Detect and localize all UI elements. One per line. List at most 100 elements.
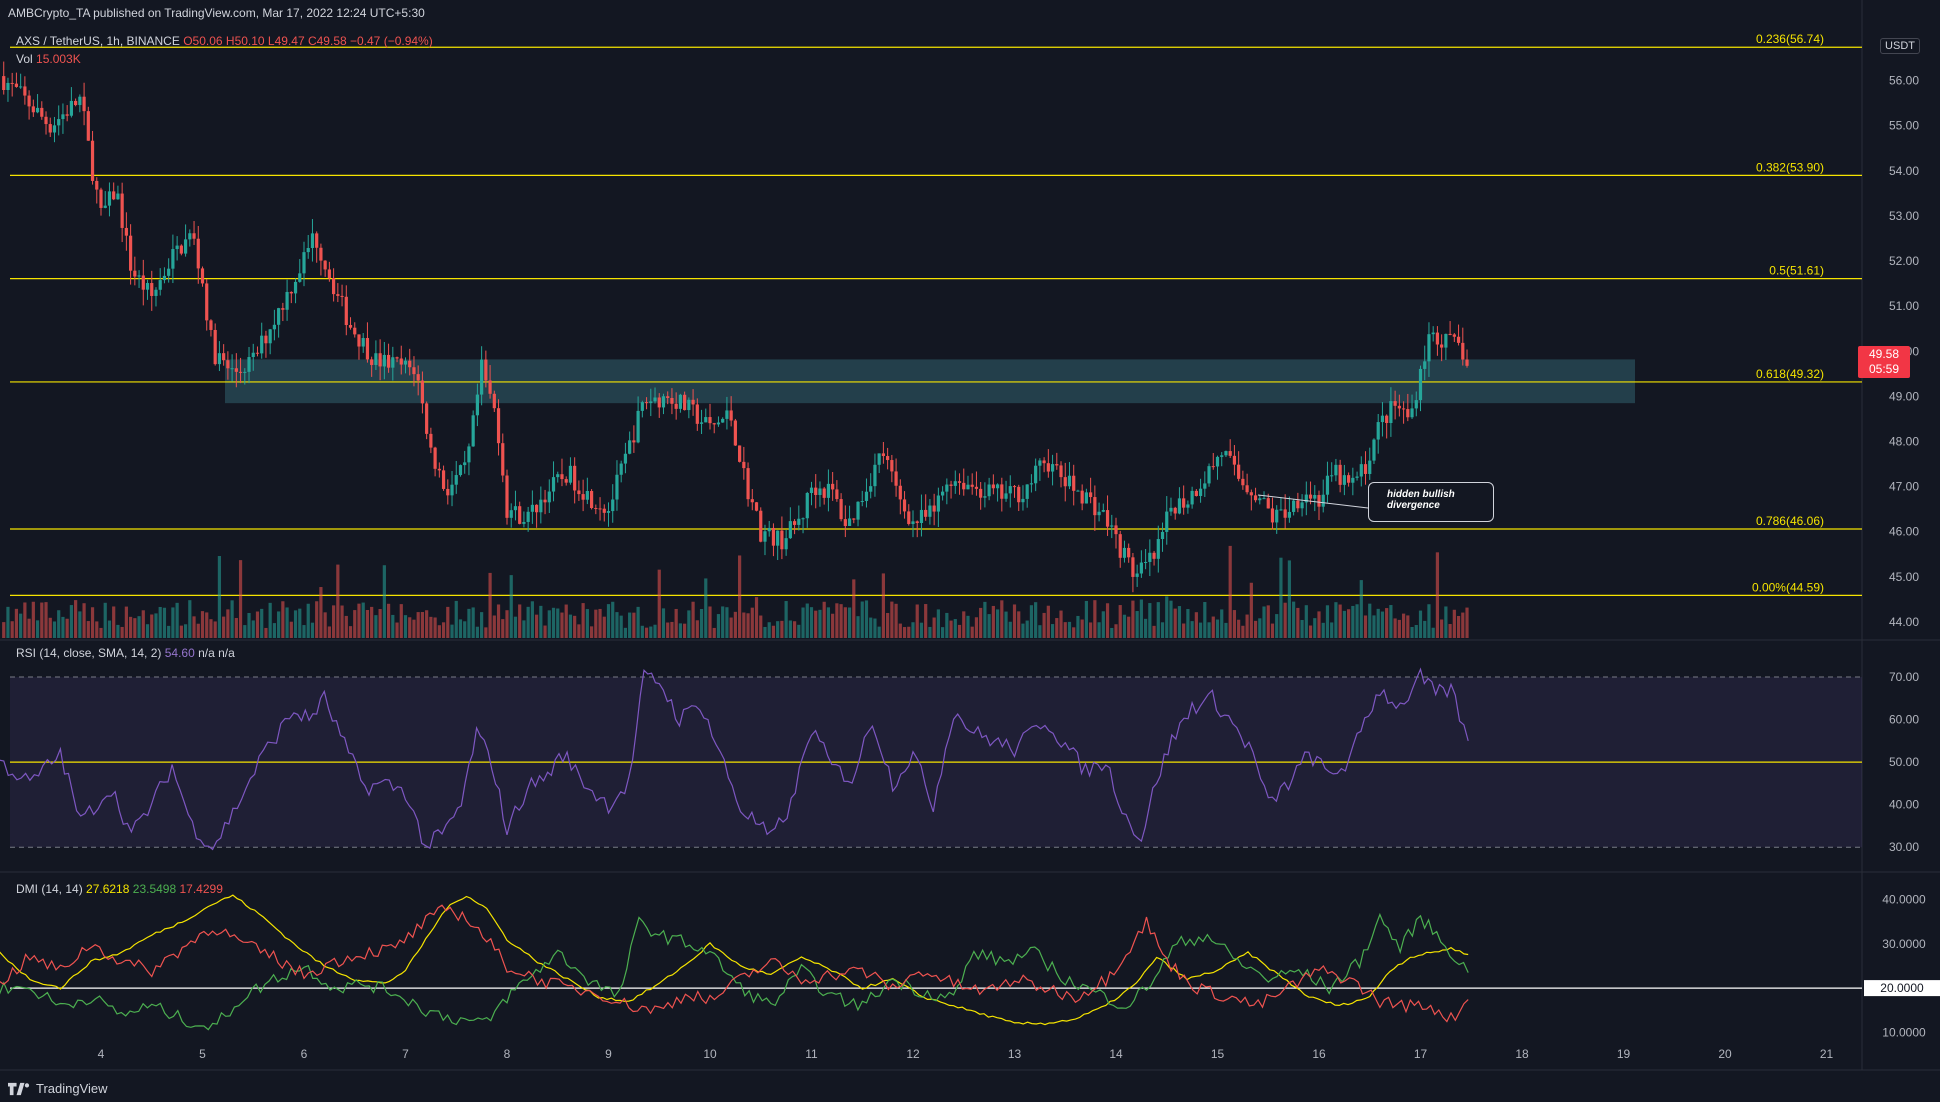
candle-body [1004, 493, 1008, 499]
volume-bar [1177, 606, 1182, 638]
volume-bar [826, 607, 831, 638]
candle-body [365, 338, 370, 360]
volume-bar [556, 608, 560, 638]
volume-bar [31, 601, 35, 638]
volume-bar [1355, 604, 1359, 638]
volume-bar [547, 610, 551, 638]
candle-body [644, 402, 649, 404]
volume-bar [412, 619, 416, 638]
volume-bar [103, 602, 107, 638]
candle [1004, 480, 1008, 502]
volume-bar [1131, 600, 1135, 638]
volume-bar [40, 602, 44, 638]
candle [932, 493, 936, 526]
candle [298, 259, 302, 283]
volume-bar [408, 617, 412, 638]
volume-bar [1089, 622, 1093, 638]
volume-bar [137, 616, 141, 638]
rsi-legend[interactable]: RSI (14, close, SMA, 14, 2) 54.60 n/a n/… [16, 646, 235, 660]
candle [598, 497, 602, 521]
volume-bar [107, 620, 112, 638]
candle [1110, 514, 1114, 539]
candle-body [509, 510, 513, 518]
candle-body [886, 456, 890, 461]
candle [319, 243, 323, 276]
dmi-legend[interactable]: DMI (14, 14) 27.6218 23.5498 17.4299 [16, 882, 223, 896]
volume-bar [759, 615, 763, 638]
volume-bar [1118, 605, 1122, 638]
volume-bar [289, 621, 293, 638]
tradingview-footer[interactable]: TradingView [8, 1081, 108, 1096]
volume-bar [551, 607, 556, 638]
candle [543, 489, 547, 515]
volume-bar [1275, 614, 1279, 638]
candle [733, 418, 737, 446]
candle [683, 391, 687, 411]
volume-bar [670, 621, 674, 638]
volume-bar [454, 600, 458, 638]
volume-bar [1139, 599, 1143, 638]
volume-bar [721, 606, 725, 638]
support-zone [225, 359, 1635, 404]
candle [1423, 345, 1427, 381]
candle-body [196, 238, 200, 269]
volume-bar [467, 608, 471, 638]
volume-bar [1080, 619, 1084, 638]
volume-bar [788, 620, 792, 638]
candle [725, 396, 729, 430]
candle-body [687, 399, 691, 411]
candle [1093, 485, 1097, 531]
volume-bar [158, 606, 162, 638]
candle [145, 279, 150, 300]
candle [403, 357, 408, 374]
volume-bar [1038, 625, 1042, 638]
candle-body [1118, 534, 1122, 558]
candle-body [1000, 484, 1004, 499]
volume-legend[interactable]: Vol 15.003K [16, 52, 81, 66]
candle-body [27, 95, 31, 107]
divergence-annotation[interactable]: hidden bullish divergence [1368, 482, 1494, 522]
bar-countdown: 05:59 [1868, 362, 1900, 376]
candle-body [260, 335, 264, 354]
candle [158, 268, 162, 296]
candle-body [1093, 497, 1097, 516]
candle-body [1397, 405, 1401, 409]
candle-body [881, 453, 885, 457]
currency-badge[interactable]: USDT [1880, 38, 1920, 54]
volume-bar [1287, 560, 1291, 638]
candle-body [268, 329, 272, 344]
candle [192, 221, 196, 245]
candle [450, 471, 454, 507]
dmi-tick-label: 10.0000 [1882, 1025, 1926, 1039]
volume-bar [35, 620, 40, 638]
candle-body [205, 283, 209, 321]
symbol-legend[interactable]: AXS / TetherUS, 1h, BINANCE O50.06 H50.1… [16, 34, 433, 48]
candle-body [1363, 464, 1368, 474]
volume-bar [399, 604, 403, 638]
volume-bar [1368, 603, 1372, 638]
candle-body [158, 280, 162, 290]
fib-level-label: 0.236(56.74) [1756, 32, 1824, 46]
candle-body [446, 488, 450, 496]
candle [716, 416, 721, 427]
candle-body [425, 403, 429, 434]
candle-body [902, 499, 907, 512]
volume-bar [492, 615, 496, 638]
candle [991, 474, 995, 495]
candle-body [57, 119, 61, 126]
candle [61, 103, 65, 134]
candle [712, 422, 716, 434]
candle-body [966, 484, 970, 490]
volume-bar [1461, 612, 1465, 638]
volume-bar [1055, 618, 1059, 638]
candle [260, 322, 264, 359]
volume-bar [365, 610, 370, 638]
candle [1393, 390, 1397, 420]
price-tick-label: 47.00 [1889, 480, 1919, 494]
candle-body [171, 249, 175, 269]
candle-body [120, 193, 124, 228]
volume-bar [818, 609, 822, 638]
candle-body [348, 325, 353, 328]
candle [987, 477, 991, 501]
